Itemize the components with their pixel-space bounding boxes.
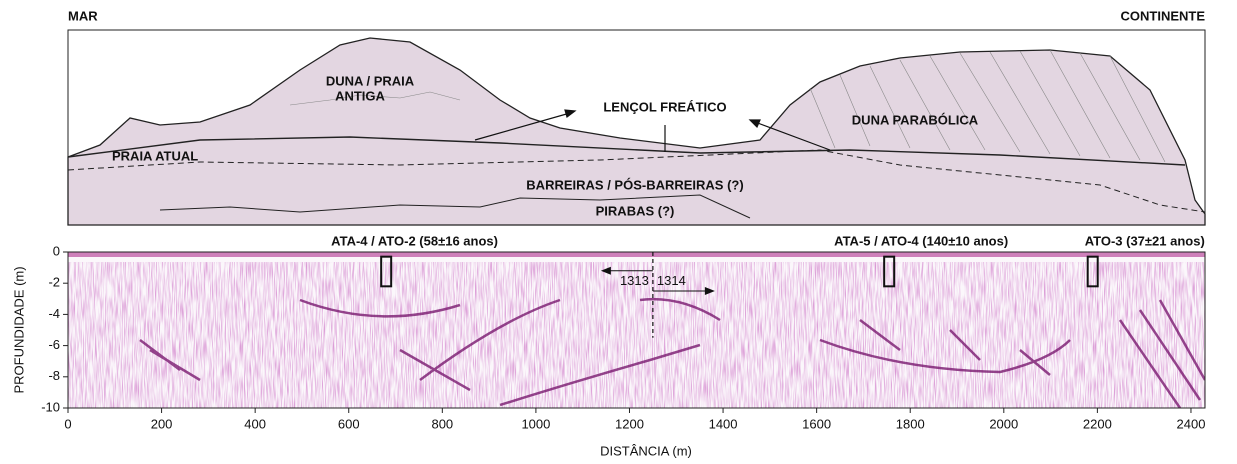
x-tick-label: 1000	[521, 416, 550, 431]
y-axis-label: PROFUNDIDADE (m)	[11, 266, 26, 393]
pointers	[474, 109, 831, 152]
barreiras-boundary	[67, 149, 1206, 213]
x-tick-label: 2400	[1177, 416, 1206, 431]
sample-box	[883, 255, 896, 288]
x-tick-label: 600	[338, 416, 360, 431]
water-table	[67, 136, 1186, 166]
sketch-label: BARREIRAS / PÓS-BARREIRAS (?)	[526, 177, 743, 192]
sample-box	[380, 255, 393, 288]
profile-label: 1313	[620, 273, 649, 288]
y-tick-label: -2	[48, 275, 60, 290]
x-tick-label: 1200	[615, 416, 644, 431]
sample-label: ATA-4 / ATO-2 (58±16 anos)	[331, 233, 498, 248]
x-tick-label: 400	[244, 416, 266, 431]
y-tick-label: -4	[48, 306, 60, 321]
profile-label: 1314	[657, 273, 686, 288]
x-axis-label: DISTÂNCIA (m)	[600, 443, 692, 458]
x-tick-label: 800	[431, 416, 453, 431]
x-tick-label: 1400	[709, 416, 738, 431]
sketch-label: DUNA / PRAIA	[326, 73, 415, 88]
pirabas-boundary	[159, 194, 751, 219]
sketch-label: PIRABAS (?)	[596, 203, 675, 218]
sketch-label: ANTIGA	[335, 88, 385, 103]
y-tick-label: -6	[48, 337, 60, 352]
sketch-label: LENÇOL FREÁTICO	[603, 99, 726, 114]
sketch-label: DUNA PARABÓLICA	[852, 112, 979, 127]
x-tick-label: 1800	[896, 416, 925, 431]
x-tick-label: 1600	[802, 416, 831, 431]
sample-box	[1086, 255, 1099, 288]
dune-hatching	[289, 49, 1166, 163]
y-tick-label: -8	[48, 368, 60, 383]
x-tick-label: 200	[151, 416, 173, 431]
plot-frame	[67, 251, 1206, 409]
x-tick-label: 0	[64, 416, 71, 431]
ground	[67, 37, 1206, 226]
sample-label: ATA-5 / ATO-4 (140±10 anos)	[834, 233, 1008, 248]
continent-label: CONTINENTE	[1121, 8, 1206, 23]
arrowhead	[704, 287, 715, 295]
x-tick-label: 2000	[989, 416, 1018, 431]
radargram-image	[68, 252, 1205, 408]
arrowhead	[600, 266, 611, 275]
x-tick-label: 2200	[1083, 416, 1112, 431]
sea-label: MAR	[68, 8, 98, 23]
y-tick-label: -10	[41, 399, 60, 414]
sketch-label: PRAIA ATUAL	[112, 148, 198, 163]
y-tick-label: 0	[53, 243, 60, 258]
sample-label: ATO-3 (37±21 anos)	[1085, 233, 1205, 248]
